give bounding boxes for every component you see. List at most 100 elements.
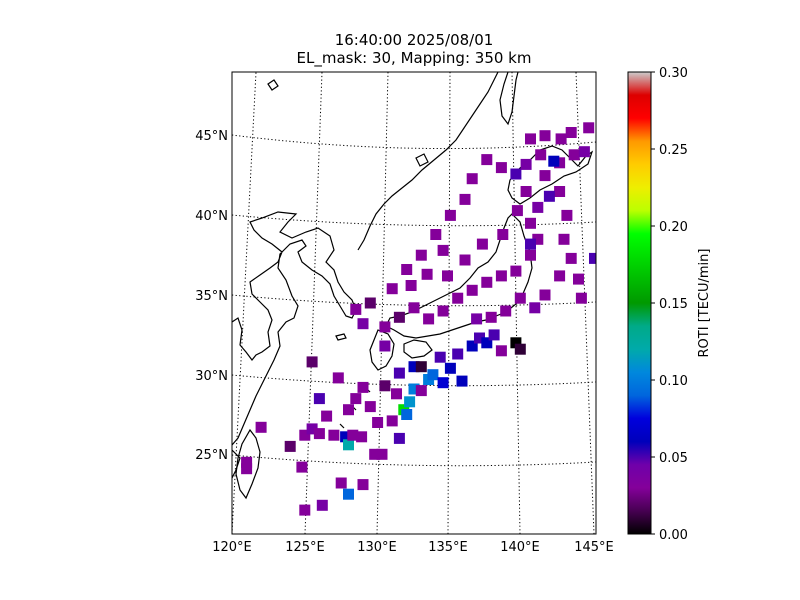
roti-cell	[466, 284, 478, 296]
roti-cell	[539, 130, 551, 142]
roti-cell	[466, 173, 478, 185]
coast-kyushu	[369, 329, 395, 371]
colorbar-label: ROTI [TECU/min]	[697, 249, 712, 358]
roti-cell	[529, 302, 541, 314]
roti-cell	[299, 429, 311, 441]
map-subtitle: EL_mask: 30, Mapping: 350 km	[296, 49, 532, 67]
meridian-135	[447, 72, 451, 534]
roti-cell	[405, 280, 417, 291]
roti-cell	[343, 404, 354, 416]
roti-cell	[321, 410, 333, 422]
roti-cell	[495, 345, 507, 357]
roti-cell	[386, 415, 398, 427]
roti-cell	[565, 252, 577, 264]
lon-label-140: 140°E	[500, 540, 540, 555]
roti-cell	[548, 155, 560, 167]
roti-cell	[357, 479, 369, 491]
roti-cell	[306, 423, 318, 435]
roti-cell	[539, 170, 551, 182]
roti-cell	[328, 429, 340, 441]
roti-cell	[350, 303, 362, 315]
roti-cell	[335, 477, 347, 489]
parallel-25	[232, 454, 596, 467]
roti-cell	[364, 297, 376, 309]
roti-cell	[415, 361, 427, 373]
roti-cell	[525, 217, 536, 229]
roti-cell	[347, 429, 359, 441]
roti-cell	[306, 356, 318, 368]
map-title: 16:40:00 2025/08/01	[334, 31, 494, 49]
roti-cell	[554, 157, 566, 169]
roti-cell	[497, 229, 509, 240]
roti-cell	[401, 409, 413, 420]
roti-cell	[408, 361, 420, 373]
roti-cell	[535, 149, 547, 161]
roti-cell	[316, 499, 328, 511]
roti-cell	[510, 337, 522, 349]
lon-label-135: 135°E	[428, 540, 468, 555]
roti-cell	[357, 381, 369, 393]
roti-cell	[573, 273, 584, 285]
roti-cell	[459, 193, 471, 205]
roti-cell	[514, 292, 526, 304]
roti-cell	[296, 461, 308, 473]
roti-cell	[284, 440, 296, 452]
meridian-120	[232, 72, 257, 534]
map-area	[232, 72, 596, 534]
roti-cell	[379, 340, 391, 352]
roti-cell	[558, 233, 570, 245]
lat-label-25: 25°N	[195, 448, 228, 463]
colorbar: 0.00 0.05 0.10 0.15 0.20 0.25 0.30 ROTI …	[627, 66, 712, 543]
colorbar-ticks	[651, 71, 655, 535]
roti-cell	[589, 252, 596, 264]
coast-jeju	[335, 333, 347, 341]
roti-cell	[357, 318, 369, 330]
roti-cell	[299, 504, 311, 516]
roti-cell	[350, 393, 362, 405]
colorbar-tick-1: 0.05	[659, 451, 688, 466]
roti-cell	[340, 431, 352, 443]
roti-cell	[561, 209, 573, 221]
roti-cell	[459, 254, 471, 266]
roti-cell	[481, 154, 493, 166]
roti-cell	[539, 289, 551, 301]
coast-islet	[267, 79, 279, 91]
roti-cell	[241, 456, 253, 468]
roti-cell	[481, 337, 493, 349]
roti-cell	[437, 244, 449, 256]
roti-cell	[568, 149, 580, 161]
roti-cell	[514, 343, 526, 355]
roti-cell	[565, 127, 577, 138]
roti-cell	[481, 276, 493, 288]
roti-cell	[456, 375, 468, 387]
roti-cell	[444, 362, 456, 374]
lon-label-130: 130°E	[357, 540, 397, 555]
roti-cell	[386, 283, 398, 295]
coast-honshu	[385, 213, 533, 339]
roti-cell	[583, 122, 595, 134]
roti-cell	[444, 209, 456, 221]
lat-label-40: 40°N	[195, 209, 228, 224]
lat-label-30: 30°N	[195, 369, 228, 384]
roti-cell	[578, 146, 590, 158]
roti-cell	[488, 329, 500, 341]
coast-mainland-south	[232, 449, 241, 479]
lon-label-125: 125°E	[285, 540, 325, 555]
colorbar-tick-6: 0.30	[659, 66, 688, 81]
roti-cell	[520, 158, 532, 170]
roti-cell	[393, 311, 405, 323]
roti-cell	[442, 270, 453, 282]
roti-cell	[430, 229, 442, 240]
colorbar-tick-4: 0.20	[659, 220, 688, 235]
roti-cell	[500, 305, 512, 317]
lat-label-35: 35°N	[195, 289, 228, 304]
roti-cell	[401, 264, 413, 275]
roti-cell	[408, 383, 420, 395]
roti-cell	[525, 249, 536, 261]
lon-label-145: 145°E	[574, 540, 614, 555]
roti-cell	[554, 186, 566, 197]
roti-cell	[379, 321, 391, 333]
roti-cell	[471, 313, 483, 325]
roti-cell	[343, 439, 354, 451]
